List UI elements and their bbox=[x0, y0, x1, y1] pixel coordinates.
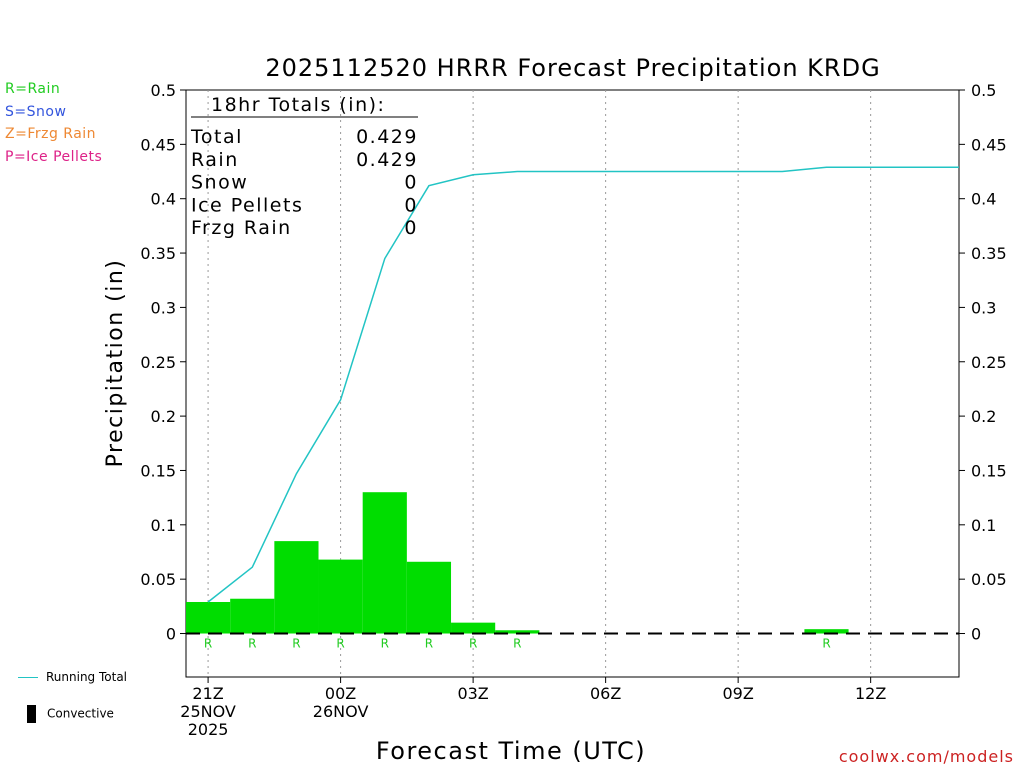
y-tick-label-left: 0 bbox=[166, 625, 176, 644]
y-tick-label-right: 0.05 bbox=[971, 570, 1007, 589]
precip-type-marker: R bbox=[425, 637, 433, 651]
type-legend-item: P=Ice Pellets bbox=[5, 148, 103, 165]
precip-type-marker: R bbox=[248, 637, 256, 651]
y-tick-label-right: 0.15 bbox=[971, 461, 1007, 480]
totals-box: 18hr Totals (in): Total 0.429 Rain 0.429 Sno… bbox=[190, 94, 418, 239]
totals-row-label: Rain bbox=[191, 149, 239, 171]
x-tick-label: 12Z bbox=[855, 684, 886, 703]
precip-bars bbox=[186, 492, 849, 634]
y-tick-label-right: 0.2 bbox=[971, 407, 996, 426]
x-tick-label: 21Z bbox=[192, 684, 223, 703]
y-tick-label-left: 0.5 bbox=[151, 81, 176, 100]
precip-bar-1 bbox=[230, 598, 275, 634]
precip-bar-5 bbox=[406, 561, 452, 634]
y-tick-label-left: 0.3 bbox=[151, 298, 176, 317]
convective-legend: Convective bbox=[27, 705, 114, 723]
y-tick-label-right: 0.35 bbox=[971, 244, 1007, 263]
x-tick-label: 09Z bbox=[722, 684, 753, 703]
y-tick-label-right: 0.45 bbox=[971, 135, 1007, 154]
chart-title: 2025112520 HRRR Forecast Precipitation K… bbox=[265, 54, 880, 82]
y-tick-label-left: 0.25 bbox=[140, 353, 176, 372]
y-axis-right: 0 0.05 0.1 0.15 0.2 0.25 0.3 0.35 0.4 0.45 0.5 bbox=[959, 81, 1007, 644]
convective-label: Convective bbox=[47, 706, 114, 721]
running-total-label: Running Total bbox=[46, 670, 128, 684]
plot-frame bbox=[185, 89, 960, 678]
y-tick-label-right: 0.1 bbox=[971, 516, 996, 535]
running-total-swatch bbox=[18, 677, 38, 678]
y-tick-label-left: 0.45 bbox=[140, 135, 176, 154]
precip-bar-7 bbox=[495, 630, 540, 634]
y-tick-label-right: 0 bbox=[971, 625, 981, 644]
precip-bar-0 bbox=[186, 601, 231, 634]
type-legend-item: Z=Frzg Rain bbox=[5, 126, 97, 142]
precip-bar-3 bbox=[318, 559, 363, 634]
totals-row-label: Snow bbox=[191, 172, 248, 194]
totals-row-value: 0.429 bbox=[356, 126, 418, 148]
x-tick-label: 06Z bbox=[590, 684, 621, 703]
convective-swatch bbox=[27, 705, 36, 723]
precip-type-marker: R bbox=[292, 637, 300, 651]
totals-header: 18hr Totals (in): bbox=[211, 94, 385, 116]
precip-type-marker: R bbox=[204, 637, 212, 651]
precip-bar-6 bbox=[451, 622, 496, 634]
y-tick-label-right: 0.25 bbox=[971, 353, 1007, 372]
grid-lines bbox=[207, 90, 872, 677]
totals-row-label: Total bbox=[190, 126, 243, 148]
y-tick-label-left: 0.1 bbox=[151, 516, 176, 535]
y-tick-label-left: 0.4 bbox=[151, 190, 176, 209]
y-tick-label-right: 0.5 bbox=[971, 81, 996, 100]
running-total-series bbox=[207, 166, 959, 603]
precip-bar-14 bbox=[804, 629, 849, 634]
plot-area bbox=[185, 89, 960, 678]
totals-row-value: 0 bbox=[404, 194, 418, 216]
x-tick-label: 26NOV bbox=[313, 702, 369, 721]
precip-bar-4 bbox=[362, 492, 407, 634]
x-tick-label: 2025 bbox=[188, 720, 229, 739]
precip-type-marker: R bbox=[822, 637, 830, 651]
totals-row-value: 0 bbox=[404, 172, 418, 194]
totals-row-label: Frzg Rain bbox=[191, 217, 292, 239]
x-tick-label: 03Z bbox=[457, 684, 488, 703]
totals-row-value: 0.429 bbox=[356, 149, 418, 171]
running-total-legend: Running Total bbox=[18, 670, 127, 684]
totals-row-value: 0 bbox=[404, 217, 418, 239]
y-axis-left: 0 0.05 0.1 0.15 0.2 0.25 0.3 0.35 0.4 0.45 0.5 bbox=[140, 81, 186, 644]
running-total-line bbox=[207, 166, 959, 603]
y-tick-label-left: 0.15 bbox=[140, 461, 176, 480]
precip-type-marker: R bbox=[381, 637, 389, 651]
y-axis-label: Precipitation (in) bbox=[103, 259, 128, 468]
precip-type-marker: R bbox=[336, 637, 344, 651]
precip-bar-2 bbox=[274, 541, 319, 634]
totals-rows: Total 0.429 Rain 0.429 Snow 0 Ice Pellets 0 Frzg… bbox=[190, 126, 418, 239]
precip-type-marker: R bbox=[469, 637, 477, 651]
x-tick-label: 25NOV bbox=[180, 702, 236, 721]
totals-row-label: Ice Pellets bbox=[191, 194, 303, 216]
type-legend-item: R=Rain bbox=[5, 81, 61, 97]
type-legend-item: S=Snow bbox=[5, 103, 67, 120]
credit-text: coolwx.com/models bbox=[839, 747, 1014, 766]
y-tick-label-right: 0.4 bbox=[971, 190, 996, 209]
x-axis-label: Forecast Time (UTC) bbox=[376, 737, 646, 765]
y-tick-label-right: 0.3 bbox=[971, 298, 996, 317]
y-tick-label-left: 0.05 bbox=[140, 570, 176, 589]
y-tick-label-left: 0.2 bbox=[151, 407, 176, 426]
y-tick-label-left: 0.35 bbox=[140, 244, 176, 263]
precip-type-marker: R bbox=[513, 637, 521, 651]
x-tick-label: 00Z bbox=[325, 684, 356, 703]
